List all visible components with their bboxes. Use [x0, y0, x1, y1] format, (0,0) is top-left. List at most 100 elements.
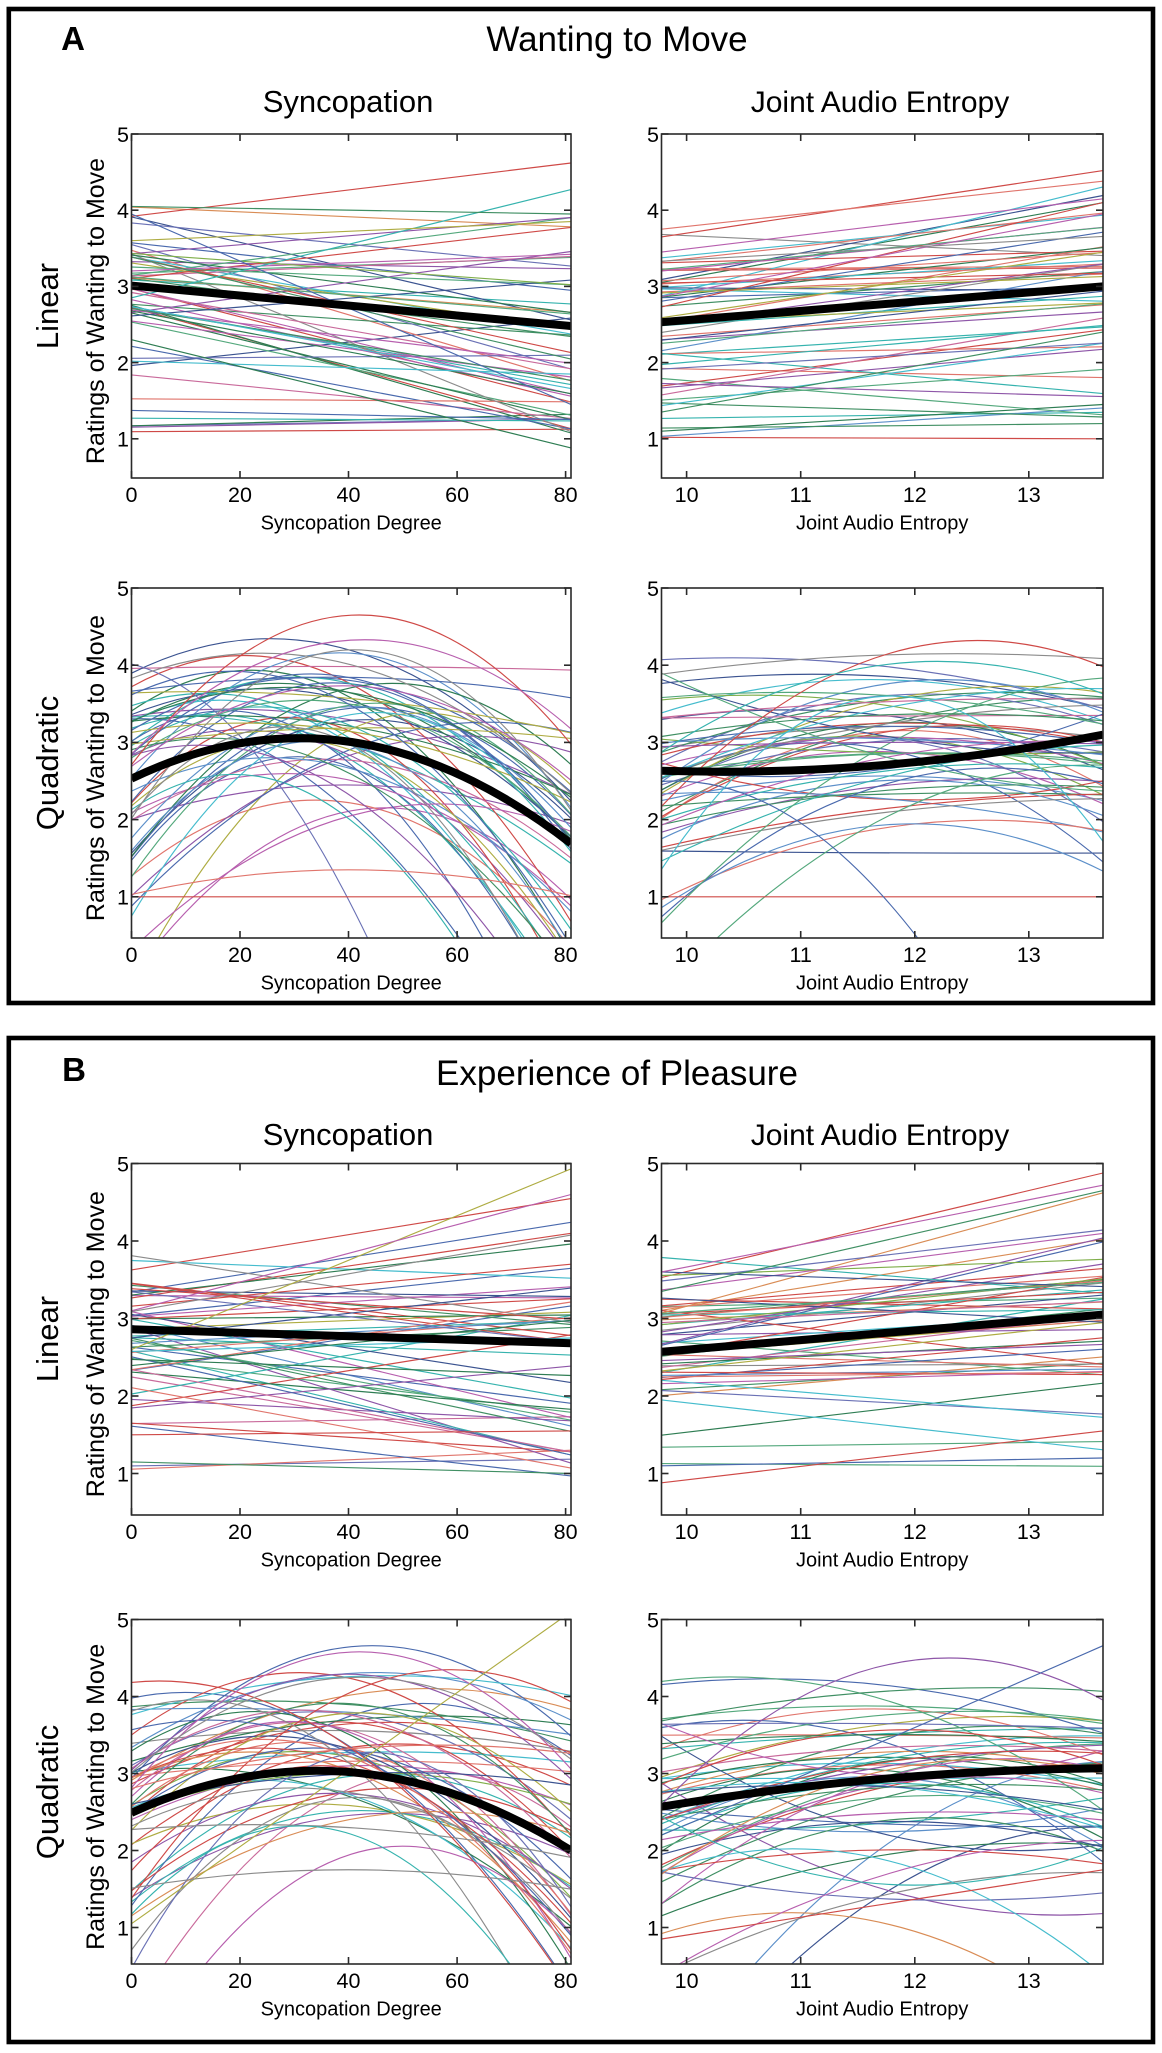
svg-text:Joint Audio Entropy: Joint Audio Entropy [796, 1550, 968, 1572]
svg-text:Experience of Pleasure: Experience of Pleasure [436, 1054, 798, 1093]
svg-text:2: 2 [647, 1385, 659, 1409]
svg-text:40: 40 [337, 483, 361, 507]
svg-text:A: A [61, 20, 85, 57]
svg-text:11: 11 [790, 483, 812, 507]
svg-text:0: 0 [126, 1969, 138, 1993]
svg-text:Syncopation: Syncopation [263, 1117, 434, 1152]
svg-text:Joint Audio Entropy: Joint Audio Entropy [796, 513, 968, 535]
svg-text:12: 12 [903, 483, 927, 507]
svg-text:3: 3 [647, 1762, 659, 1786]
svg-text:Linear: Linear [30, 1296, 65, 1382]
svg-text:4: 4 [117, 1230, 129, 1254]
svg-text:4: 4 [647, 1230, 659, 1254]
svg-text:5: 5 [117, 577, 129, 601]
svg-text:3: 3 [117, 275, 129, 299]
svg-text:4: 4 [647, 1685, 659, 1709]
svg-text:2: 2 [117, 808, 129, 832]
svg-text:3: 3 [117, 1307, 129, 1331]
svg-text:1: 1 [117, 428, 129, 452]
svg-text:10: 10 [675, 1969, 699, 1993]
svg-text:5: 5 [117, 123, 129, 147]
svg-text:3: 3 [647, 731, 659, 755]
svg-text:10: 10 [675, 943, 699, 967]
svg-text:Ratings of Wanting to Move: Ratings of Wanting to Move [82, 1644, 110, 1950]
svg-text:Wanting to Move: Wanting to Move [486, 20, 747, 59]
svg-text:1: 1 [117, 1462, 129, 1486]
svg-text:4: 4 [647, 654, 659, 678]
svg-text:20: 20 [228, 1520, 252, 1544]
svg-text:10: 10 [675, 1520, 699, 1544]
svg-text:Syncopation Degree: Syncopation Degree [261, 513, 442, 535]
svg-text:Joint Audio Entropy: Joint Audio Entropy [751, 1119, 1010, 1152]
svg-text:5: 5 [647, 577, 659, 601]
svg-text:13: 13 [1017, 483, 1041, 507]
svg-text:4: 4 [117, 654, 129, 678]
svg-text:5: 5 [647, 1608, 659, 1632]
svg-text:Joint Audio Entropy: Joint Audio Entropy [796, 973, 968, 995]
svg-text:5: 5 [647, 123, 659, 147]
svg-text:13: 13 [1017, 1969, 1041, 1993]
svg-text:0: 0 [126, 943, 138, 967]
svg-text:40: 40 [337, 1969, 361, 1993]
svg-text:20: 20 [228, 1969, 252, 1993]
svg-text:3: 3 [117, 731, 129, 755]
svg-text:1: 1 [117, 886, 129, 910]
svg-text:12: 12 [903, 1969, 927, 1993]
svg-text:12: 12 [903, 1520, 927, 1544]
svg-text:2: 2 [117, 1385, 129, 1409]
svg-text:13: 13 [1017, 943, 1041, 967]
svg-text:60: 60 [445, 483, 469, 507]
svg-text:40: 40 [337, 1520, 361, 1544]
svg-text:Linear: Linear [30, 263, 65, 349]
svg-text:20: 20 [228, 943, 252, 967]
svg-text:Quadratic: Quadratic [30, 1725, 65, 1859]
svg-text:0: 0 [126, 483, 138, 507]
svg-text:2: 2 [117, 351, 129, 375]
svg-text:80: 80 [554, 1969, 578, 1993]
svg-text:2: 2 [647, 808, 659, 832]
svg-text:20: 20 [228, 483, 252, 507]
svg-text:Quadratic: Quadratic [30, 696, 65, 830]
svg-text:0: 0 [126, 1520, 138, 1544]
svg-text:4: 4 [117, 199, 129, 223]
svg-text:11: 11 [790, 1969, 812, 1993]
svg-text:4: 4 [647, 199, 659, 223]
svg-text:1: 1 [647, 1462, 659, 1486]
svg-text:5: 5 [117, 1152, 129, 1176]
svg-text:Syncopation: Syncopation [263, 84, 434, 119]
svg-text:11: 11 [790, 943, 812, 967]
svg-text:Joint Audio Entropy: Joint Audio Entropy [796, 1999, 968, 2021]
svg-text:Syncopation Degree: Syncopation Degree [261, 973, 442, 995]
svg-text:2: 2 [647, 351, 659, 375]
svg-text:1: 1 [647, 886, 659, 910]
svg-text:1: 1 [117, 1916, 129, 1940]
svg-text:1: 1 [647, 428, 659, 452]
svg-text:11: 11 [790, 1520, 812, 1544]
svg-text:80: 80 [554, 1520, 578, 1544]
svg-text:13: 13 [1017, 1520, 1041, 1544]
svg-text:Ratings of Wanting to Move: Ratings of Wanting to Move [82, 1191, 110, 1497]
svg-text:60: 60 [445, 1520, 469, 1544]
svg-text:Syncopation Degree: Syncopation Degree [261, 1550, 442, 1572]
svg-text:2: 2 [647, 1839, 659, 1863]
svg-text:2: 2 [117, 1839, 129, 1863]
svg-text:Ratings of Wanting to Move: Ratings of Wanting to Move [82, 158, 110, 464]
svg-text:80: 80 [554, 943, 578, 967]
svg-text:1: 1 [647, 1916, 659, 1940]
svg-text:10: 10 [675, 483, 699, 507]
svg-text:3: 3 [647, 1307, 659, 1331]
svg-text:5: 5 [117, 1608, 129, 1632]
svg-text:12: 12 [903, 943, 927, 967]
svg-text:Syncopation Degree: Syncopation Degree [261, 1999, 442, 2021]
svg-text:5: 5 [647, 1152, 659, 1176]
svg-text:60: 60 [445, 943, 469, 967]
svg-text:40: 40 [337, 943, 361, 967]
svg-text:3: 3 [647, 275, 659, 299]
svg-text:B: B [62, 1051, 86, 1088]
svg-text:80: 80 [554, 483, 578, 507]
svg-text:3: 3 [117, 1762, 129, 1786]
svg-text:4: 4 [117, 1685, 129, 1709]
svg-text:60: 60 [445, 1969, 469, 1993]
svg-text:Joint Audio Entropy: Joint Audio Entropy [751, 86, 1010, 119]
svg-text:Ratings of Wanting to Move: Ratings of Wanting to Move [82, 615, 110, 921]
